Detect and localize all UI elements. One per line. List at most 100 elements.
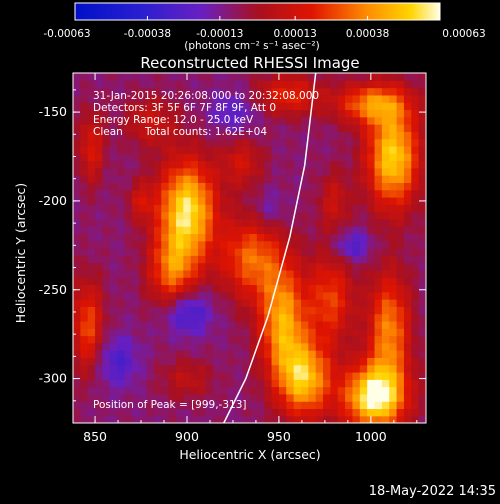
heatmap-cell xyxy=(293,306,302,315)
heatmap-cell xyxy=(183,211,192,220)
heatmap-cell xyxy=(411,218,420,227)
annotation-peak-position: Position of Peak = [999,-313] xyxy=(93,399,247,411)
heatmap-cell xyxy=(175,379,184,388)
heatmap-cell xyxy=(242,102,251,111)
heatmap-cell xyxy=(220,175,229,183)
heatmap-cell xyxy=(87,131,96,140)
heatmap-cell xyxy=(293,379,302,388)
heatmap-cell xyxy=(249,240,258,249)
heatmap-cell xyxy=(359,138,368,147)
heatmap-cell xyxy=(337,204,346,213)
heatmap-cell xyxy=(220,211,229,220)
heatmap-cell xyxy=(271,313,280,322)
heatmap-cell xyxy=(374,240,383,249)
heatmap-cell xyxy=(411,371,420,380)
heatmap-cell xyxy=(102,153,111,162)
heatmap-cell xyxy=(345,306,354,315)
heatmap-cell xyxy=(381,357,390,366)
heatmap-cell xyxy=(234,328,243,337)
heatmap-cell xyxy=(146,408,155,417)
heatmap-cell xyxy=(227,102,236,111)
heatmap-cell xyxy=(234,233,243,242)
heatmap-cell xyxy=(124,145,133,154)
heatmap-cell xyxy=(80,102,89,111)
heatmap-cell xyxy=(389,408,398,417)
heatmap-cell xyxy=(308,189,317,198)
heatmap-cell xyxy=(124,393,133,402)
heatmap-cell xyxy=(345,124,354,132)
heatmap-cell xyxy=(73,211,81,220)
heatmap-cell xyxy=(227,284,236,293)
heatmap-cell xyxy=(315,189,324,198)
heatmap-cell xyxy=(220,379,229,388)
heatmap-cell xyxy=(286,73,295,81)
heatmap-cell xyxy=(352,94,361,103)
heatmap-cell xyxy=(374,320,383,329)
heatmap-cell xyxy=(367,80,376,89)
heatmap-cell xyxy=(300,299,309,307)
heatmap-cell xyxy=(205,182,214,191)
heatmap-cell xyxy=(308,153,317,162)
heatmap-cell xyxy=(175,371,184,380)
heatmap-cell xyxy=(403,291,412,300)
heatmap-cell xyxy=(381,167,390,176)
heatmap-cell xyxy=(396,401,405,410)
heatmap-cell xyxy=(381,116,390,125)
heatmap-cell xyxy=(286,342,295,351)
heatmap-cell xyxy=(367,313,376,322)
heatmap-cell xyxy=(190,306,199,315)
heatmap-cell xyxy=(286,153,295,162)
heatmap-cell xyxy=(80,357,89,366)
heatmap-cell xyxy=(352,371,361,380)
heatmap-cell xyxy=(102,393,111,402)
heatmap-cell xyxy=(124,248,133,256)
heatmap-cell xyxy=(175,291,184,300)
heatmap-cell xyxy=(124,204,133,213)
heatmap-cell xyxy=(205,131,214,140)
heatmap-cell xyxy=(190,94,199,103)
heatmap-cell xyxy=(227,160,236,169)
colorbar-tick-label: -0.00063 xyxy=(43,28,90,40)
heatmap-cell xyxy=(124,182,133,191)
heatmap-cell xyxy=(286,415,295,423)
heatmap-cell xyxy=(271,160,280,169)
heatmap-cell xyxy=(308,175,317,183)
heatmap-cell xyxy=(337,87,346,96)
heatmap-cell xyxy=(109,80,118,89)
heatmap-cell xyxy=(345,73,354,81)
heatmap-cell xyxy=(168,269,177,278)
heatmap-cell xyxy=(168,145,177,154)
heatmap-cell xyxy=(227,189,236,198)
heatmap-cell xyxy=(278,116,287,125)
heatmap-cell xyxy=(256,328,265,337)
heatmap-cell xyxy=(146,240,155,249)
heatmap-cell xyxy=(139,277,148,286)
heatmap-cell xyxy=(403,196,412,205)
heatmap-cell xyxy=(264,415,273,423)
heatmap-cell xyxy=(323,357,331,366)
heatmap-cell xyxy=(183,80,192,89)
heatmap-cell xyxy=(205,284,214,293)
heatmap-cell xyxy=(359,189,368,198)
heatmap-cell xyxy=(337,145,346,154)
heatmap-cell xyxy=(198,182,206,191)
heatmap-cell xyxy=(323,415,331,423)
heatmap-cell xyxy=(95,175,104,183)
heatmap-cell xyxy=(183,255,192,264)
heatmap-cell xyxy=(345,226,354,235)
heatmap-cell xyxy=(234,116,243,125)
heatmap-cell xyxy=(249,401,258,410)
heatmap-cell xyxy=(293,408,302,417)
heatmap-cell xyxy=(234,182,243,191)
heatmap-cell xyxy=(278,145,287,154)
heatmap-cell xyxy=(124,313,133,322)
heatmap-cell xyxy=(374,211,383,220)
heatmap-cell xyxy=(352,277,361,286)
heatmap-cell xyxy=(183,350,192,358)
heatmap-cell xyxy=(249,218,258,227)
heatmap-cell xyxy=(109,291,118,300)
heatmap-cell xyxy=(131,291,140,300)
heatmap-cell xyxy=(146,73,155,81)
heatmap-cell xyxy=(117,167,126,176)
heatmap-cell xyxy=(124,189,133,198)
